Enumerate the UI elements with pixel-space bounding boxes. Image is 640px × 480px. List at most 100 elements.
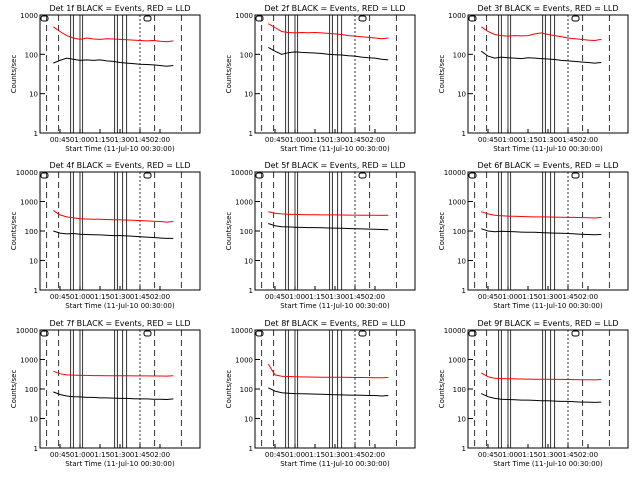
y-tick-label: 1	[462, 287, 466, 295]
x-tick-label: 01:15	[90, 293, 110, 301]
x-tick-label: 01:00	[70, 136, 90, 144]
plot-title: Det 6f BLACK = Events, RED = LLD	[477, 161, 618, 170]
y-tick-label: 10	[244, 91, 253, 99]
x-tick-label: 00:45	[265, 136, 285, 144]
events-series-line	[53, 391, 174, 401]
x-tick-label: 00:45	[50, 451, 70, 459]
x-tick-label: 01:45	[558, 293, 578, 301]
x-axis-label: Start Time (11-Jul-10 00:30:00)	[280, 145, 390, 153]
saa-marker	[468, 172, 477, 179]
events-series-line	[481, 50, 602, 64]
y-tick-label: 100	[240, 51, 253, 59]
lld-series-line	[481, 372, 602, 381]
x-tick-label: 01:15	[90, 451, 110, 459]
y-tick-label: 1	[34, 287, 38, 295]
y-tick-label: 10000	[231, 327, 253, 335]
x-tick-label: 01:00	[498, 136, 518, 144]
y-tick-label: 1	[249, 445, 253, 453]
y-tick-label: 1000	[235, 199, 253, 207]
plot-title: Det 8f BLACK = Events, RED = LLD	[264, 319, 405, 328]
x-axis-label: Start Time (11-Jul-10 00:30:00)	[493, 460, 603, 468]
plot-frame	[39, 14, 201, 134]
saa-marker	[143, 330, 152, 337]
x-tick-label: 01:00	[498, 293, 518, 301]
x-tick-label: 02:00	[365, 136, 385, 144]
x-tick-label: 01:30	[538, 293, 558, 301]
lld-series-line	[481, 26, 602, 42]
lld-series-line	[53, 209, 174, 223]
y-tick-label: 10	[457, 91, 466, 99]
y-tick-label: 1000	[448, 357, 466, 365]
y-tick-label: 1	[249, 130, 253, 138]
y-tick-label: 10000	[16, 169, 38, 177]
x-tick-label: 01:00	[70, 293, 90, 301]
y-axis-label: Counts/sec	[10, 212, 18, 251]
lld-series-line	[268, 211, 389, 216]
saa-marker	[40, 172, 49, 179]
x-tick-label: 01:30	[110, 451, 130, 459]
lld-series-line	[267, 363, 389, 379]
y-tick-label: 100	[25, 51, 38, 59]
plot-title: Det 9f BLACK = Events, RED = LLD	[477, 319, 618, 328]
detector-plot-1: Det 1f BLACK = Events, RED = LLD 1 10 100 10…	[10, 4, 201, 153]
x-tick-label: 02:00	[365, 293, 385, 301]
events-series-line	[53, 57, 174, 67]
plot-frame	[254, 171, 416, 291]
y-tick-label: 100	[453, 386, 466, 394]
x-axis-label: Start Time (11-Jul-10 00:30:00)	[65, 145, 175, 153]
y-tick-label: 1000	[20, 357, 38, 365]
events-series-line	[53, 230, 174, 239]
lld-series-line	[53, 370, 174, 377]
x-tick-label: 00:45	[478, 293, 498, 301]
y-tick-label: 1	[34, 130, 38, 138]
y-tick-label: 100	[25, 386, 38, 394]
y-axis-label: Counts/sec	[10, 55, 18, 94]
x-tick-label: 01:45	[345, 293, 365, 301]
saa-marker	[468, 330, 477, 337]
y-tick-label: 1	[249, 287, 253, 295]
saa-marker	[571, 172, 580, 179]
x-tick-label: 01:15	[518, 136, 538, 144]
x-tick-label: 01:15	[305, 451, 325, 459]
saa-marker	[358, 172, 367, 179]
y-tick-label: 1	[34, 445, 38, 453]
plot-title: Det 1f BLACK = Events, RED = LLD	[49, 4, 190, 13]
y-axis-label: Counts/sec	[225, 55, 233, 94]
detector-plot-9: Det 9f BLACK = Events, RED = LLD 1 10 100 10…	[438, 319, 629, 468]
x-tick-label: 02:00	[150, 293, 170, 301]
saa-marker	[468, 15, 477, 22]
saa-marker	[255, 172, 264, 179]
x-tick-label: 02:00	[150, 451, 170, 459]
x-tick-label: 01:45	[130, 293, 150, 301]
x-tick-label: 01:15	[305, 293, 325, 301]
plot-title: Det 4f BLACK = Events, RED = LLD	[49, 161, 190, 170]
saa-marker	[358, 330, 367, 337]
x-axis-label: Start Time (11-Jul-10 00:30:00)	[493, 145, 603, 153]
x-tick-label: 01:30	[325, 293, 345, 301]
saa-marker	[571, 15, 580, 22]
lld-series-line	[53, 26, 174, 43]
y-tick-label: 10	[244, 258, 253, 266]
x-tick-label: 00:45	[50, 136, 70, 144]
y-tick-label: 1000	[448, 199, 466, 207]
x-tick-label: 01:00	[285, 451, 305, 459]
plot-frame	[254, 329, 416, 449]
x-tick-label: 01:30	[538, 451, 558, 459]
y-tick-label: 1000	[235, 12, 253, 20]
x-axis-label: Start Time (11-Jul-10 00:30:00)	[65, 460, 175, 468]
y-axis-label: Counts/sec	[225, 370, 233, 409]
saa-marker	[143, 15, 152, 22]
detector-plot-3: Det 3f BLACK = Events, RED = LLD 1 10 100 10…	[438, 4, 629, 153]
x-tick-label: 01:45	[130, 136, 150, 144]
events-series-line	[268, 46, 389, 61]
plot-frame	[467, 329, 629, 449]
y-axis-label: Counts/sec	[438, 55, 446, 94]
events-series-line	[481, 228, 602, 236]
plot-title: Det 2f BLACK = Events, RED = LLD	[264, 4, 405, 13]
x-axis-label: Start Time (11-Jul-10 00:30:00)	[65, 302, 175, 310]
plot-title: Det 7f BLACK = Events, RED = LLD	[49, 319, 190, 328]
y-tick-label: 100	[25, 228, 38, 236]
events-series-line	[268, 223, 389, 231]
detector-plot-5: Det 5f BLACK = Events, RED = LLD 1 10 100 10…	[225, 161, 416, 310]
y-axis-label: Counts/sec	[225, 212, 233, 251]
